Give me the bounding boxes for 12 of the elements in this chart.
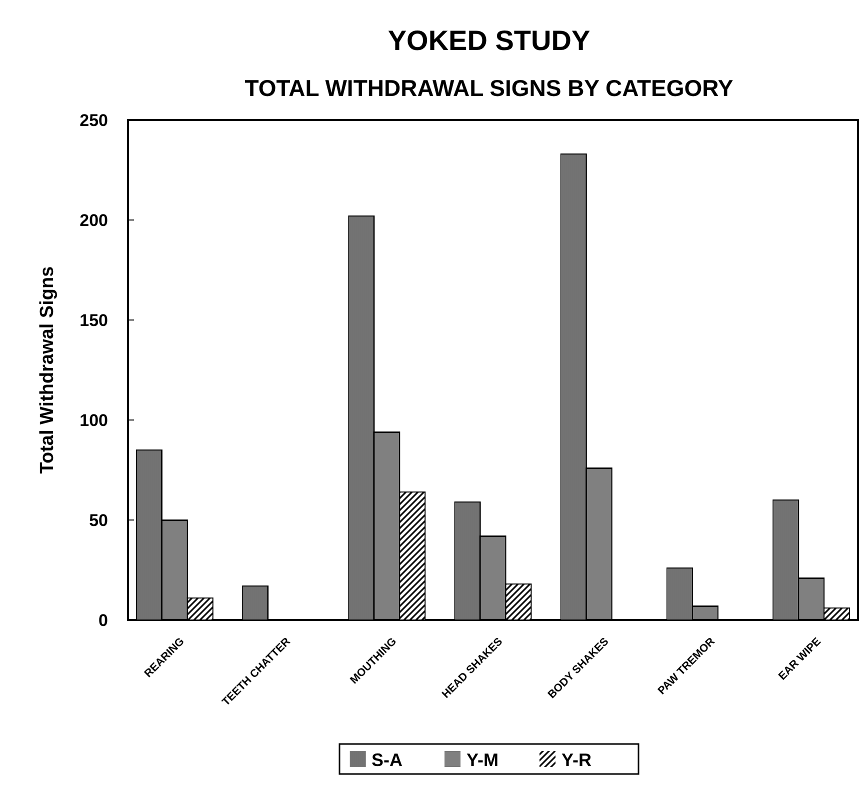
y-tick-label: 200 bbox=[80, 210, 108, 230]
legend-label: Y-M bbox=[466, 750, 499, 770]
y-tick-label: 0 bbox=[98, 610, 108, 630]
y-axis-title: Total Withdrawal Signs bbox=[37, 266, 58, 474]
y-tick-label: 250 bbox=[80, 110, 108, 130]
chart-subtitle: TOTAL WITHDRAWAL SIGNS BY CATEGORY bbox=[244, 75, 734, 101]
y-tick-label: 50 bbox=[89, 510, 108, 530]
legend-label: S-A bbox=[372, 750, 402, 770]
y-tick-label: 150 bbox=[80, 310, 108, 330]
legend-label: Y-R bbox=[562, 750, 592, 770]
chart-title: YOKED STUDY bbox=[388, 25, 590, 56]
y-tick-label: 100 bbox=[80, 410, 108, 430]
